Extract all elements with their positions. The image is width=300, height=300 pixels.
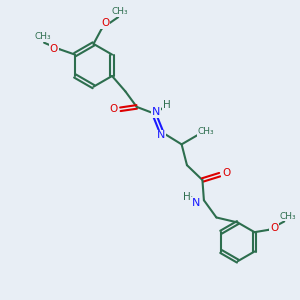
Text: H: H (163, 100, 170, 110)
Text: O: O (222, 169, 230, 178)
Text: N: N (152, 107, 160, 117)
Text: O: O (50, 44, 58, 54)
Text: N: N (192, 198, 201, 208)
Text: N: N (157, 130, 166, 140)
Text: CH₃: CH₃ (111, 7, 128, 16)
Text: CH₃: CH₃ (198, 128, 214, 136)
Text: CH₃: CH₃ (280, 212, 296, 220)
Text: O: O (101, 18, 110, 28)
Text: CH₃: CH₃ (34, 32, 51, 41)
Text: H: H (183, 192, 190, 202)
Text: O: O (110, 104, 118, 114)
Text: O: O (270, 223, 278, 233)
